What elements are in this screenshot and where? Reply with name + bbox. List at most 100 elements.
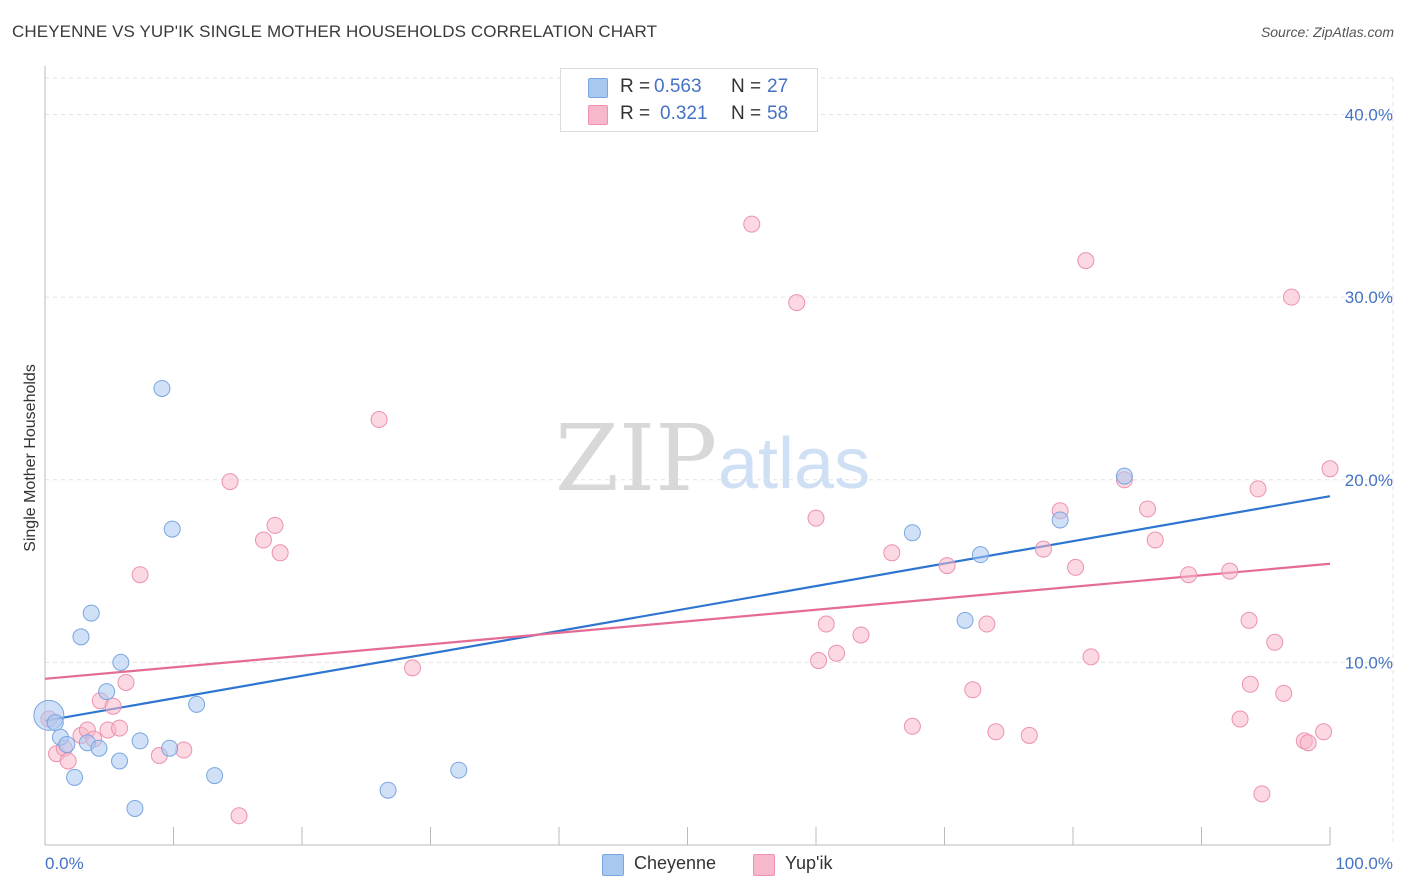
data-point (1146, 531, 1164, 549)
legend-row-cheyenne: R = 0.563 N = 27 (561, 74, 817, 100)
cheyenne-swatch (588, 78, 608, 98)
legend-r-label: R = (620, 76, 651, 97)
data-point (90, 739, 108, 757)
correlation-legend: R = 0.563 N = 27 R = 0.321 N = 58 (560, 68, 818, 132)
legend-n-value: 58 (767, 103, 789, 124)
data-point (1082, 648, 1100, 666)
data-point (828, 644, 846, 662)
y-tick-label: 20.0% (1345, 471, 1393, 490)
data-point (111, 719, 129, 737)
data-point (271, 544, 289, 562)
data-point (978, 615, 996, 633)
legend-n-value: 27 (767, 76, 789, 97)
data-point (82, 604, 100, 622)
data-point (98, 683, 116, 701)
data-point (1282, 288, 1300, 306)
legend-r-label: R = (620, 103, 651, 124)
watermark-zip: ZIP (555, 405, 717, 512)
data-point (971, 546, 989, 564)
y-tick-label: 40.0% (1345, 106, 1393, 125)
data-point (153, 379, 171, 397)
watermark: ZIP atlas (555, 405, 870, 512)
data-points (33, 215, 1339, 825)
data-point (131, 732, 149, 750)
legend-n-label: N = (731, 76, 762, 97)
data-point (379, 781, 397, 799)
y-axis-label: Single Mother Households (22, 364, 39, 552)
data-point (1051, 511, 1069, 529)
data-point (1231, 710, 1249, 728)
legend-r-value: 0.321 (660, 103, 708, 124)
data-point (161, 739, 179, 757)
y-tick-label: 30.0% (1345, 288, 1393, 307)
data-point (807, 509, 825, 527)
data-point (1266, 633, 1284, 651)
data-point (1020, 726, 1038, 744)
data-point (1139, 500, 1157, 518)
data-point (964, 681, 982, 699)
data-point (1315, 723, 1333, 741)
data-point (1241, 675, 1259, 693)
legend-row-yupik: R = 0.321 N = 58 (561, 101, 817, 127)
data-point (404, 659, 422, 677)
yupik-swatch (588, 105, 608, 125)
data-point (111, 752, 129, 770)
data-point (175, 741, 193, 759)
cheyenne-legend-label: Cheyenne (634, 853, 717, 873)
data-point (72, 628, 90, 646)
data-point (1321, 460, 1339, 478)
data-point (370, 410, 388, 428)
data-point (1067, 558, 1085, 576)
data-point (188, 695, 206, 713)
chart-title: CHEYENNE VS YUP'IK SINGLE MOTHER HOUSEHO… (12, 22, 658, 41)
data-point (46, 714, 64, 732)
data-point (66, 768, 84, 786)
data-point (1240, 611, 1258, 629)
data-point (956, 611, 974, 629)
legend-r-value: 0.563 (654, 76, 702, 97)
data-point (206, 767, 224, 785)
data-point (254, 531, 272, 549)
data-point (1115, 467, 1133, 485)
data-point (1221, 562, 1239, 580)
tick-labels: 10.0% 20.0% 30.0% 40.0% 0.0% 100.0% (45, 106, 1393, 873)
data-point (1180, 566, 1198, 584)
y-tick-label: 10.0% (1345, 653, 1393, 672)
data-point (1077, 252, 1095, 270)
x-tick-label: 0.0% (45, 854, 84, 873)
data-point (112, 653, 130, 671)
data-point (1249, 480, 1267, 498)
data-point (852, 626, 870, 644)
x-tick-label: 100.0% (1335, 854, 1393, 873)
data-point (987, 723, 1005, 741)
data-point (810, 652, 828, 670)
data-point (903, 717, 921, 735)
data-point (1299, 734, 1317, 752)
watermark-atlas: atlas (718, 424, 870, 504)
data-point (883, 544, 901, 562)
trend-line (44, 562, 1331, 680)
data-point (58, 736, 76, 754)
data-point (104, 697, 122, 715)
data-point (163, 520, 181, 538)
data-point (117, 673, 135, 691)
data-point (903, 524, 921, 542)
trend-line (44, 495, 1331, 722)
trend-lines (44, 495, 1331, 722)
data-point (126, 799, 144, 817)
yupik-legend-swatch (753, 854, 775, 876)
data-point (221, 473, 239, 491)
data-point (938, 557, 956, 575)
data-point (59, 752, 77, 770)
data-point (450, 761, 468, 779)
data-point (1275, 684, 1293, 702)
data-point (743, 215, 761, 233)
data-point (230, 807, 248, 825)
data-point (1253, 785, 1271, 803)
yupik-legend-label: Yup'ik (785, 853, 833, 873)
data-point (266, 516, 284, 534)
data-point (131, 566, 149, 584)
data-point (788, 294, 806, 312)
cheyenne-legend-swatch (602, 854, 624, 876)
